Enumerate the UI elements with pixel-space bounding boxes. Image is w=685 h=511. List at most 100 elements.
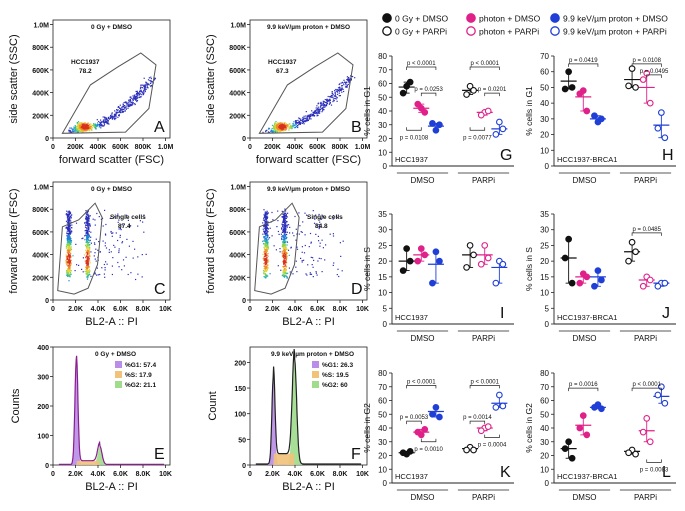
event-dot: [323, 109, 325, 111]
event-dot: [86, 264, 88, 266]
event-dot: [306, 274, 308, 276]
event-dot: [312, 113, 314, 115]
x-axis-label: forward scatter (FSC): [256, 154, 361, 166]
group-label: PARPi: [472, 334, 495, 343]
event-dot: [85, 246, 87, 248]
event-dot: [266, 235, 268, 237]
event-dot: [299, 121, 301, 123]
event-dot: [272, 125, 274, 127]
event-dot: [126, 101, 128, 103]
event-dot: [67, 275, 69, 277]
event-dot: [80, 129, 83, 131]
event-dot: [89, 274, 91, 276]
data-point: [632, 248, 639, 256]
event-dot: [283, 259, 285, 261]
event-dot: [88, 229, 90, 231]
event-dot: [112, 117, 114, 119]
event-dot: [347, 77, 350, 79]
event-dot: [77, 127, 79, 129]
event-dot: [284, 218, 286, 221]
y-tick-label: 10: [378, 465, 387, 474]
event-dot: [66, 273, 68, 275]
y-tick-label: 100: [234, 412, 246, 419]
y-tick-label: 60: [540, 68, 549, 77]
event-dot: [281, 238, 283, 241]
event-dot: [118, 111, 120, 113]
event-dot: [68, 244, 70, 246]
event-dot: [143, 90, 145, 92]
event-dot: [283, 270, 285, 272]
event-dot: [125, 107, 127, 109]
y-axis-label: side scatter (SSC): [8, 34, 20, 123]
event-dot: [90, 127, 92, 129]
g1-area: [259, 376, 321, 465]
series-4: [476, 107, 493, 119]
event-dot: [101, 125, 104, 127]
event-dot: [285, 217, 287, 219]
event-dot: [283, 273, 285, 275]
series-2: [427, 404, 444, 421]
event-dot: [332, 99, 334, 101]
event-dot: [265, 130, 267, 133]
event-dot: [302, 221, 304, 223]
event-dot: [87, 214, 89, 216]
y-tick-label: 25: [540, 241, 549, 250]
event-dot: [66, 255, 68, 257]
event-dot: [285, 265, 287, 267]
event-dot: [78, 124, 80, 126]
event-dot: [266, 238, 268, 240]
series-1: [413, 100, 430, 116]
event-dot: [85, 252, 87, 254]
x-tick-label: 10K: [159, 471, 172, 478]
event-dot: [67, 248, 69, 250]
event-dot: [118, 114, 120, 116]
event-dot: [263, 251, 265, 253]
event-dot: [69, 243, 71, 245]
data-point: [576, 424, 584, 432]
event-dot: [79, 122, 81, 124]
event-dot: [68, 219, 71, 221]
event-dot: [77, 124, 79, 126]
event-dot: [114, 113, 116, 115]
event-dot: [116, 109, 118, 111]
event-dot: [69, 129, 71, 131]
event-dot: [100, 122, 102, 124]
event-dot: [86, 214, 88, 216]
event-dot: [262, 219, 265, 221]
group-label: DMSO: [573, 176, 597, 185]
event-dot: [88, 248, 90, 251]
event-dot: [321, 104, 323, 106]
data-point: [484, 254, 492, 262]
event-dot: [67, 244, 69, 246]
event-dot: [279, 122, 281, 125]
panel-title: 9.9 keV/µm proton + DMSO: [267, 24, 350, 31]
event-dot: [84, 226, 87, 228]
p-value-label: p = 0.0108: [632, 58, 661, 64]
event-dot: [294, 124, 296, 126]
event-dot: [315, 223, 317, 225]
data-point: [421, 426, 429, 433]
event-dot: [265, 267, 267, 269]
event-dot: [264, 266, 266, 268]
event-dot: [285, 264, 287, 266]
event-dot: [266, 240, 268, 242]
series-1: [413, 245, 430, 265]
x-tick-label: 2.0K: [265, 471, 280, 478]
x-axis-label: forward scatter (FSC): [59, 154, 164, 166]
event-dot: [300, 257, 302, 259]
event-dot: [87, 257, 89, 259]
event-dot: [87, 263, 89, 265]
event-dot: [323, 101, 325, 103]
event-dot: [265, 242, 267, 244]
event-dot: [85, 266, 87, 268]
event-dot: [283, 246, 285, 248]
event-dot: [294, 122, 296, 125]
event-dot: [136, 92, 138, 95]
event-dot: [124, 101, 126, 103]
event-dot: [280, 125, 282, 127]
event-dot: [265, 225, 267, 227]
event-dot: [295, 121, 297, 123]
event-dot: [115, 113, 117, 115]
legend-swatch: [312, 371, 319, 378]
